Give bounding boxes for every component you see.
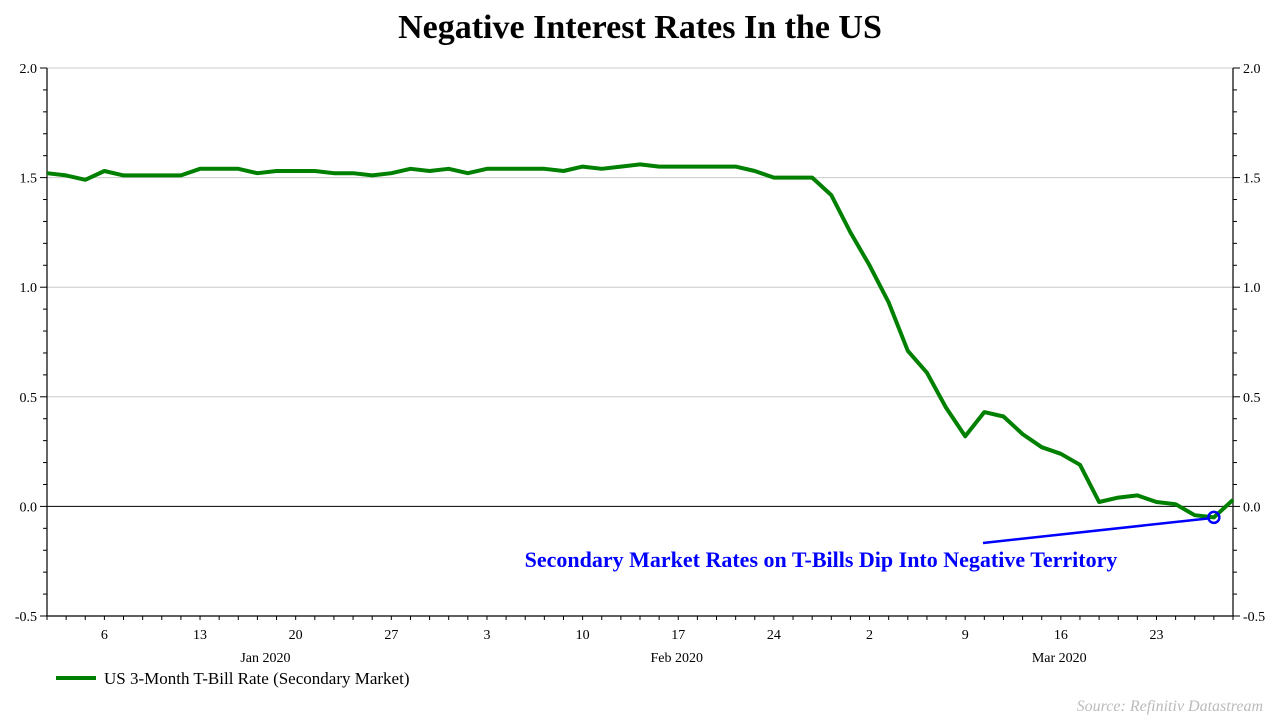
x-tick-label: 24 [767, 628, 781, 643]
x-month-label: Jan 2020 [240, 651, 290, 666]
y-tick-label-left: 0.5 [20, 391, 38, 406]
annotation-pointer-line [982, 517, 1210, 545]
y-tick-label-right: 2.0 [1243, 62, 1261, 77]
y-tick-label-left: 1.0 [20, 281, 38, 296]
y-tick-label-right: -0.5 [1243, 610, 1265, 625]
y-tick-label-left: 0.0 [20, 500, 38, 515]
y-tick-label-right: 0.0 [1243, 500, 1261, 515]
y-tick-label-left: 1.5 [20, 172, 38, 187]
annotation-marker [1207, 510, 1221, 525]
legend: US 3-Month T-Bill Rate (Secondary Market… [56, 669, 410, 688]
x-tick-label: 23 [1149, 628, 1163, 643]
source-note: Source: Refinitiv Datastream [1077, 698, 1263, 715]
x-tick-label: 20 [289, 628, 303, 643]
y-tick-label-right: 0.5 [1243, 391, 1261, 406]
x-tick-label: 6 [101, 628, 108, 643]
x-tick-label: 10 [576, 628, 590, 643]
legend-label: US 3-Month T-Bill Rate (Secondary Market… [104, 669, 410, 688]
x-tick-label: 9 [962, 628, 969, 643]
x-tick-label: 17 [671, 628, 685, 643]
annotation-text: Secondary Market Rates on T-Bills Dip In… [525, 547, 1118, 572]
x-month-label: Mar 2020 [1032, 651, 1087, 666]
y-tick-label-left: 2.0 [20, 62, 38, 77]
x-tick-label: 27 [384, 628, 398, 643]
x-tick-label: 16 [1054, 628, 1068, 643]
x-month-label: Feb 2020 [650, 651, 703, 666]
chart-title: Negative Interest Rates In the US [398, 9, 882, 46]
series-line [46, 162, 1235, 520]
y-tick-label-right: 1.5 [1243, 172, 1261, 187]
x-tick-label: 2 [866, 628, 873, 643]
x-tick-label: 3 [483, 628, 490, 643]
y-tick-label-left: -0.5 [15, 610, 37, 625]
y-tick-label-right: 1.0 [1243, 281, 1261, 296]
x-tick-label: 13 [193, 628, 207, 643]
